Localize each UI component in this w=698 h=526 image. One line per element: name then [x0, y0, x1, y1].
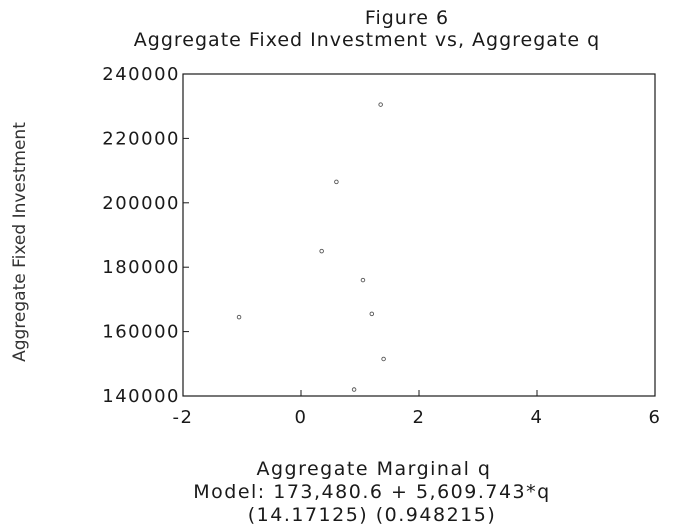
y-tick-label: 180000: [102, 257, 180, 278]
y-axis-label: Aggregate Fixed Investment: [10, 122, 30, 362]
chart-title: Aggregate Fixed Investment vs, Aggregate…: [133, 29, 601, 51]
data-point: [319, 248, 324, 254]
y-tick-label: 220000: [102, 128, 180, 149]
x-tick-label: 4: [531, 407, 544, 428]
y-tick-label: 240000: [102, 64, 180, 85]
y-tick-label: 200000: [102, 193, 180, 214]
plot-frame: [182, 73, 656, 397]
figure-label: Figure 6: [364, 7, 450, 29]
model-standard-errors: (14.17125) (0.948215): [247, 504, 497, 526]
y-tick-label: 140000: [102, 386, 180, 407]
data-point: [236, 314, 242, 320]
data-point: [351, 387, 357, 392]
x-tick-label: 2: [413, 407, 426, 428]
data-point: [381, 356, 386, 362]
data-point: [378, 102, 383, 107]
model-equation: Model: 173,480.6 + 5,609.743*q: [193, 481, 551, 503]
data-point: [369, 311, 375, 317]
x-tick-label: -2: [173, 407, 194, 428]
x-tick-label: 6: [649, 407, 662, 428]
x-tick-label: 0: [295, 407, 308, 428]
plot-area: [182, 73, 656, 397]
data-points: [236, 102, 386, 392]
y-tick-label: 160000: [102, 322, 180, 343]
x-axis-label: Aggregate Marginal q: [256, 458, 492, 480]
data-point: [334, 179, 339, 185]
y-axis-ticks: 140000 160000 180000 200000 220000 240000: [102, 64, 189, 407]
x-axis-ticks: -2 0 2 4 6: [173, 390, 662, 428]
data-point: [360, 277, 366, 283]
